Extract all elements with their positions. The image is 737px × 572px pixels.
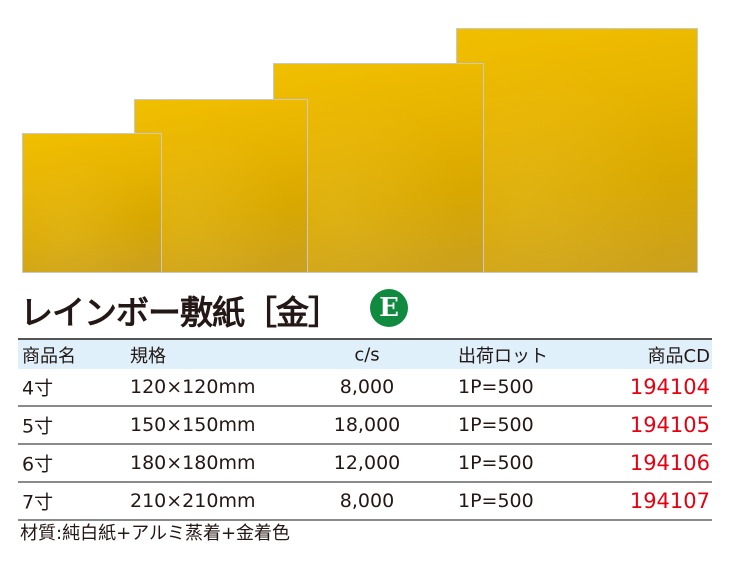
eco-badge-icon: E <box>370 289 408 327</box>
product-table: 商品名 規格 c/s 出荷ロット 商品CD 4寸 120×120mm 8,000… <box>18 338 712 521</box>
product-image-7sun <box>456 28 698 273</box>
cell-lot: 1P=500 <box>458 490 534 512</box>
table-row: 7寸 210×210mm 8,000 1P=500 194107 <box>18 483 712 521</box>
table-header: 商品名 規格 c/s 出荷ロット 商品CD <box>18 340 712 369</box>
cell-name: 5寸 <box>22 415 54 438</box>
cell-spec: 150×150mm <box>130 414 256 436</box>
product-image-4sun <box>22 133 162 273</box>
cell-lot: 1P=500 <box>458 414 534 436</box>
cell-name: 4寸 <box>22 377 54 400</box>
cell-code: 194104 <box>629 375 710 399</box>
header-spec: 規格 <box>130 345 166 367</box>
table-row: 4寸 120×120mm 8,000 1P=500 194104 <box>18 369 712 407</box>
product-image-6sun <box>273 63 484 273</box>
cell-code: 194105 <box>629 413 710 437</box>
cell-spec: 120×120mm <box>130 376 256 398</box>
header-name: 商品名 <box>22 345 76 367</box>
cell-code: 194107 <box>629 489 710 513</box>
cell-spec: 210×210mm <box>130 490 256 512</box>
product-title: レインボー敷紙［金］ <box>20 293 341 332</box>
cell-lot: 1P=500 <box>458 452 534 474</box>
cell-name: 6寸 <box>22 453 54 476</box>
header-code: 商品CD <box>647 345 710 367</box>
cell-lot: 1P=500 <box>458 376 534 398</box>
table-row: 6寸 180×180mm 12,000 1P=500 194106 <box>18 445 712 483</box>
cell-name: 7寸 <box>22 491 54 514</box>
material-note: 材質:純白紙+アルミ蒸着+金着色 <box>20 523 291 544</box>
cell-spec: 180×180mm <box>130 452 256 474</box>
table-row: 5寸 150×150mm 18,000 1P=500 194105 <box>18 407 712 445</box>
header-lot: 出荷ロット <box>458 345 548 367</box>
product-image-5sun <box>134 99 308 273</box>
cell-code: 194106 <box>629 451 710 475</box>
